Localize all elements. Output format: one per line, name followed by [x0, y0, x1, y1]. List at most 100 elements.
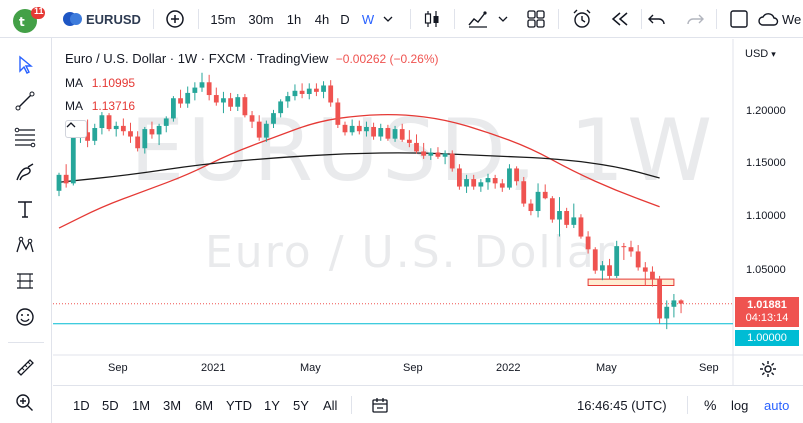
interval-4h[interactable]: 4h	[314, 11, 330, 27]
indicators-dropdown[interactable]	[496, 0, 510, 38]
legend-ma2-label: MA	[65, 99, 83, 113]
candle-body	[621, 246, 627, 248]
fullscreen-button[interactable]	[726, 0, 752, 38]
logo-button[interactable]: t 11	[10, 0, 46, 38]
candle-body	[535, 191, 541, 212]
candle-body	[321, 85, 326, 92]
alarm-clock-icon	[573, 9, 591, 28]
candle-body	[521, 181, 527, 204]
replay-button[interactable]	[606, 0, 634, 38]
chart-pane[interactable]: EURUSD, 1W Euro / U.S. Dollar Euro / U.S…	[53, 39, 803, 385]
grid-layout-icon	[527, 10, 545, 28]
watermark-symbol: EURUSD, 1W	[130, 101, 716, 201]
currency-label: USD	[745, 48, 769, 60]
interval-d[interactable]: D	[340, 11, 350, 27]
redo-button[interactable]	[682, 0, 708, 38]
price-tick: 1.20000	[746, 105, 786, 117]
legend-ma2-value: 1.13716	[91, 99, 136, 113]
legend-ma1-label: MA	[65, 76, 83, 90]
gear-icon	[760, 361, 776, 377]
candle-body	[564, 211, 570, 225]
interval-30m[interactable]: 30m	[248, 11, 274, 27]
chart-type-button[interactable]	[419, 0, 445, 38]
layouts-button[interactable]	[523, 0, 549, 38]
indicators-button[interactable]	[464, 0, 492, 38]
cloud-icon	[758, 13, 779, 26]
compare-symbol-button[interactable]	[162, 0, 188, 38]
legend-collapse-button[interactable]	[65, 120, 87, 138]
candle-body	[349, 125, 355, 133]
candle-body	[156, 125, 162, 135]
candle-body	[678, 300, 684, 304]
percent-scale-toggle[interactable]: %	[704, 397, 717, 413]
cursor-arrow-icon	[19, 55, 33, 74]
alert-button[interactable]	[568, 0, 596, 38]
icon-tool[interactable]	[10, 302, 40, 332]
candle-body	[371, 126, 376, 137]
interval-dropdown[interactable]	[380, 0, 396, 38]
range-all[interactable]: All	[323, 397, 338, 413]
text-t-icon	[18, 201, 32, 218]
separator	[687, 396, 688, 414]
range-1y[interactable]: 1Y	[264, 397, 280, 413]
clock-timezone[interactable]: 16:46:45 (UTC)	[577, 397, 667, 413]
zoom-tool[interactable]	[10, 388, 40, 418]
range-3m[interactable]: 3M	[163, 397, 182, 413]
candle-body	[435, 152, 441, 157]
undo-button[interactable]	[644, 0, 670, 38]
candle-body	[163, 118, 169, 126]
time-tick: May	[300, 362, 321, 374]
ruler-icon	[17, 359, 34, 376]
redo-icon	[687, 14, 704, 25]
candle-body	[149, 129, 155, 135]
pattern-tool[interactable]	[10, 230, 40, 260]
measure-tool[interactable]	[10, 352, 40, 382]
candle-body	[657, 279, 662, 319]
candle-body	[249, 115, 255, 122]
candle-body	[285, 96, 291, 102]
range-6m[interactable]: 6M	[195, 397, 214, 413]
square-icon	[730, 10, 748, 28]
range-ytd[interactable]: YTD	[226, 397, 252, 413]
price-chart[interactable]	[53, 39, 803, 385]
text-tool[interactable]	[10, 194, 40, 224]
candle-body	[356, 125, 362, 132]
candle-body	[113, 125, 119, 130]
interval-w[interactable]: W	[361, 11, 375, 27]
interval-1h[interactable]: 1h	[286, 11, 302, 27]
candle-body	[492, 178, 498, 184]
log-scale-toggle[interactable]: log	[731, 397, 749, 413]
currency-selector[interactable]: USD ▾	[745, 48, 776, 60]
publish-button[interactable]: We	[758, 0, 803, 38]
pattern-icon	[16, 236, 34, 253]
range-5d[interactable]: 5D	[102, 397, 119, 413]
candle-body	[263, 123, 269, 138]
time-tick: Sep	[403, 362, 423, 374]
auto-scale-toggle[interactable]: auto	[764, 397, 790, 413]
legend-ma2-row[interactable]: MA 1.13716	[65, 99, 135, 113]
candle-body	[314, 88, 319, 92]
brush-tool[interactable]	[10, 158, 40, 188]
candle-body	[335, 102, 341, 125]
candle-body	[56, 174, 62, 191]
position-tool[interactable]	[10, 266, 40, 296]
fib-tool[interactable]	[10, 122, 40, 152]
candle-body	[99, 115, 105, 129]
hline-price-tag: 1.00000	[735, 330, 799, 346]
time-tick: 2021	[201, 362, 226, 374]
brush-icon	[16, 163, 34, 181]
candle-body	[499, 183, 505, 188]
range-1d[interactable]: 1D	[73, 397, 90, 413]
trend-line-tool[interactable]	[10, 86, 40, 116]
symbol-search-button[interactable]: EURUSD	[62, 0, 144, 38]
candle-body	[85, 132, 90, 141]
range-1m[interactable]: 1M	[132, 397, 151, 413]
cursor-tool[interactable]	[10, 50, 40, 80]
separator	[558, 9, 559, 29]
candle-body	[128, 131, 133, 137]
date-range-button[interactable]	[371, 386, 389, 423]
interval-15m[interactable]: 15m	[210, 11, 236, 27]
candle-body	[106, 115, 112, 130]
range-5y[interactable]: 5Y	[293, 397, 309, 413]
legend-ma1-row[interactable]: MA 1.10995	[65, 76, 135, 90]
